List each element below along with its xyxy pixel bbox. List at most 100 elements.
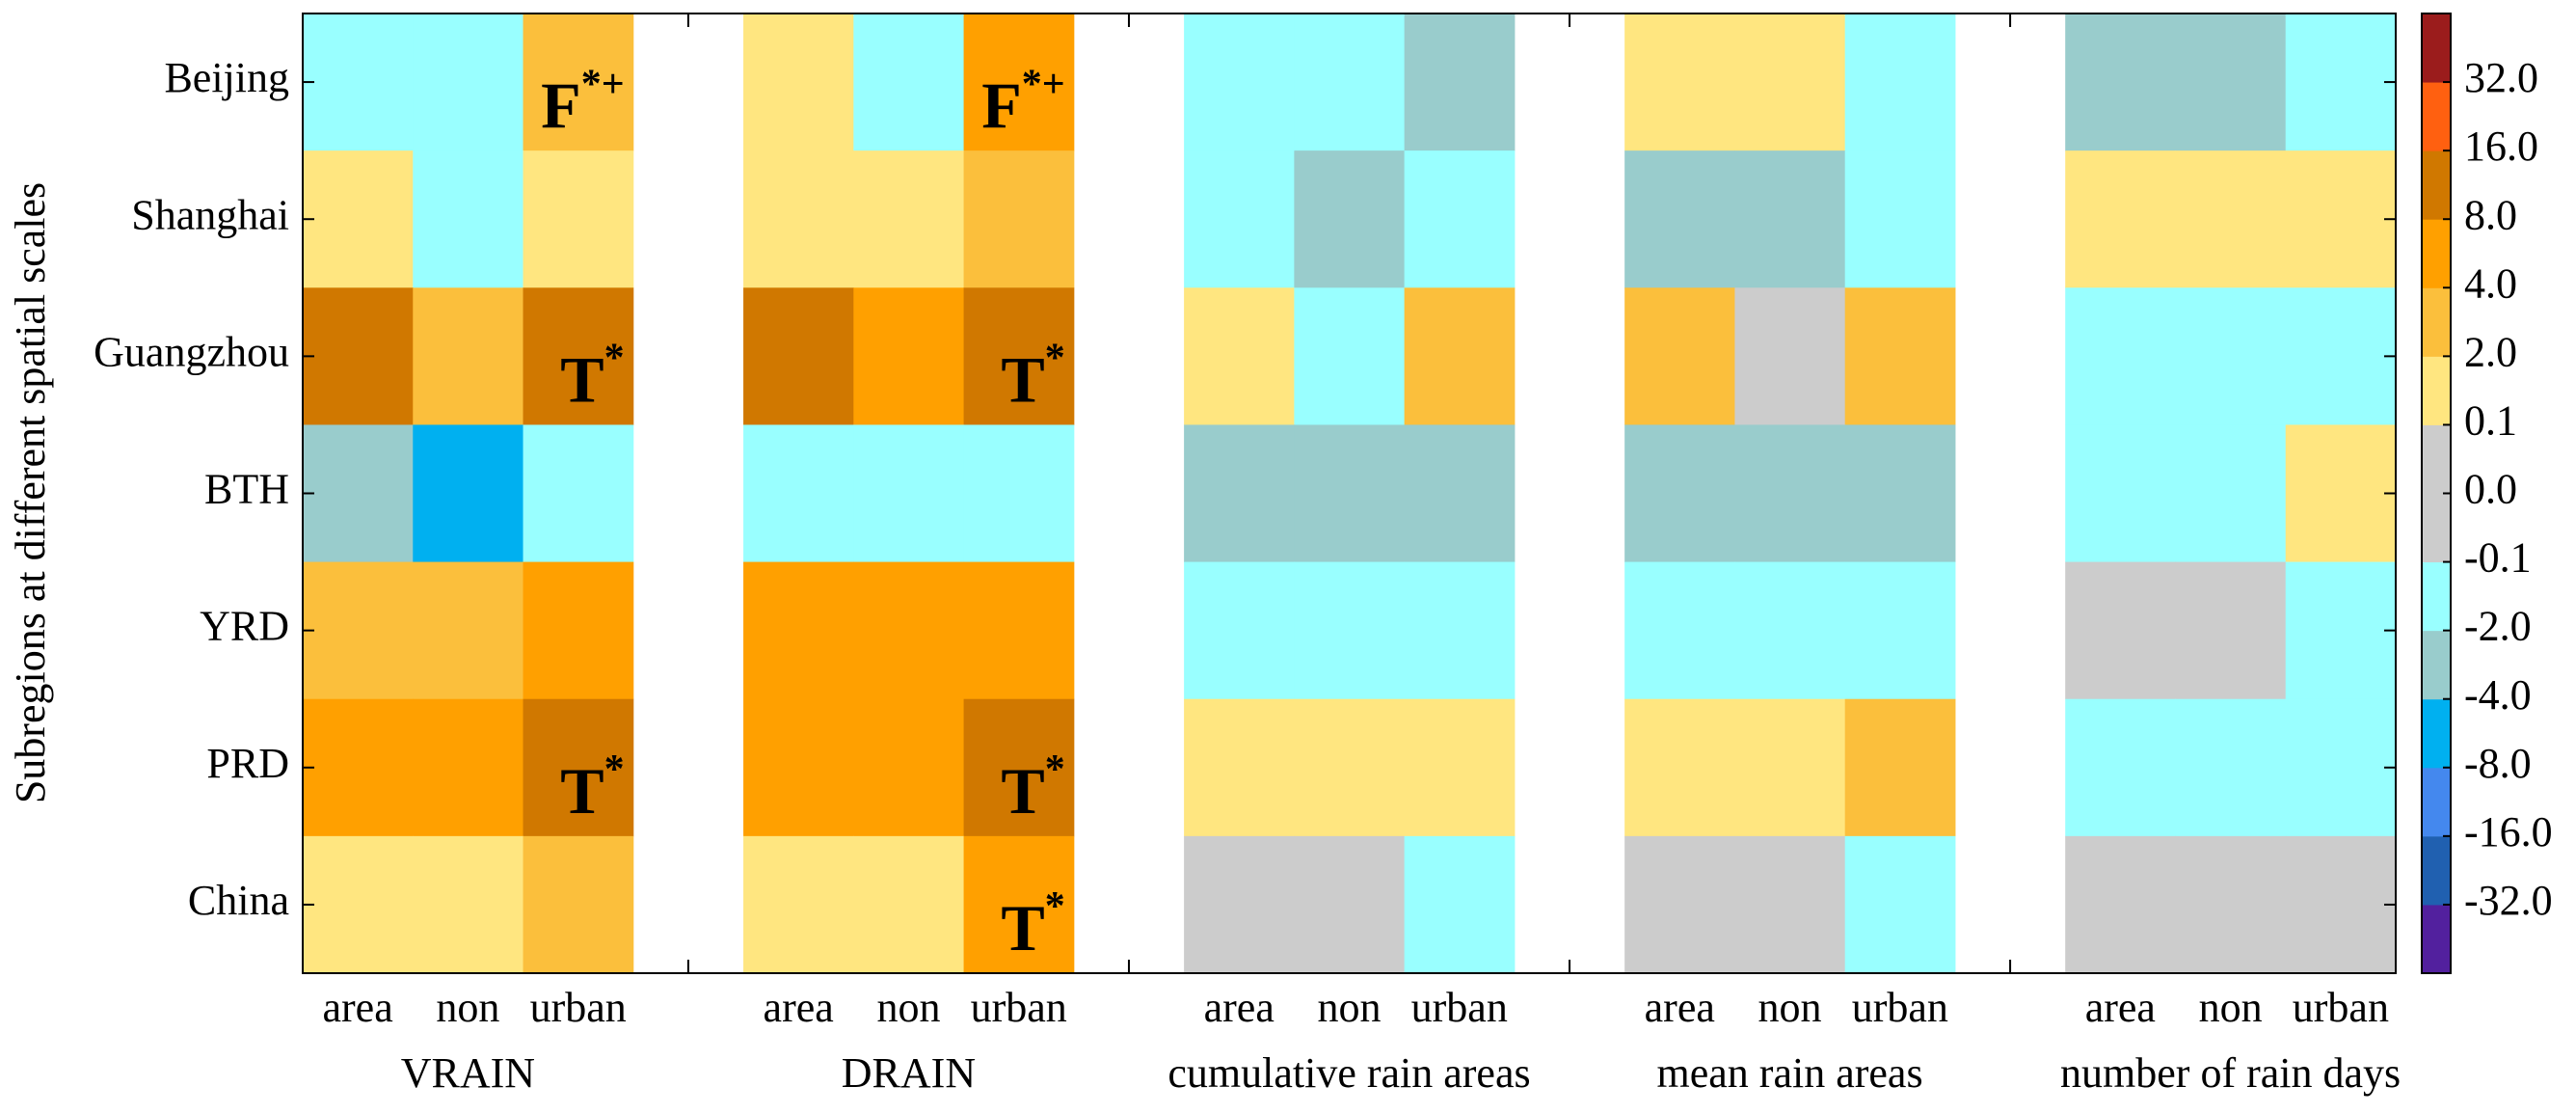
colorbar-segment [2422, 219, 2451, 288]
group-label: cumulative rain areas [1167, 1049, 1530, 1097]
heatmap-cell [1734, 287, 1846, 425]
heatmap-cell [2285, 150, 2397, 288]
heatmap-cell [743, 835, 854, 974]
annotation-sup: *+ [1022, 62, 1065, 106]
heatmap-cell [1404, 424, 1516, 563]
heatmap-cell [1184, 14, 1295, 151]
colorbar-tick-label: -16.0 [2464, 808, 2553, 856]
heatmap-cell [1734, 424, 1846, 563]
heatmap-cell [963, 14, 1075, 151]
heatmap-cell [1844, 835, 1956, 974]
annotation-sup: * [1045, 336, 1065, 380]
heatmap-cell [853, 424, 965, 563]
colorbar-segment [2422, 424, 2451, 494]
heatmap-cell [1294, 14, 1406, 151]
heatmap-cell [2175, 835, 2287, 974]
annotation: T* [1001, 747, 1064, 828]
annotation-sup: * [1045, 884, 1065, 929]
heatmap-cell [2065, 835, 2176, 974]
heatmap-cell [2285, 287, 2397, 425]
heatmap-cell [963, 561, 1075, 700]
heatmap-cell [303, 287, 414, 425]
heatmap-cell [1294, 424, 1406, 563]
colorbar-tick-label: -2.0 [2464, 603, 2532, 650]
annotation-sup: *+ [581, 62, 625, 106]
heatmap-cell [1184, 424, 1295, 563]
heatmap-cell [963, 424, 1075, 563]
heatmap-cell [1184, 287, 1295, 425]
annotation: T* [1001, 336, 1064, 416]
x-tick-label: area [764, 984, 834, 1031]
group-label: VRAIN [401, 1049, 535, 1097]
x-tick-label: urban [530, 984, 627, 1031]
heatmap-cell [303, 835, 414, 974]
colorbar-tick-label: 8.0 [2464, 191, 2517, 238]
heatmap-cell [1294, 561, 1406, 700]
heatmap-cell [1184, 150, 1295, 288]
x-tick-label: non [876, 984, 940, 1031]
heatmap-cell [743, 287, 854, 425]
colorbar-tick-label: -0.1 [2464, 534, 2532, 582]
x-tick-label: non [1758, 984, 1822, 1031]
annotation-text: F [541, 68, 581, 142]
heatmap-cell [963, 287, 1075, 425]
colorbar-segment [2422, 698, 2451, 769]
annotation-sup: * [1045, 747, 1065, 792]
annotation-text: T [560, 754, 604, 828]
heatmap-cell [1184, 561, 1295, 700]
heatmap-cell [2065, 424, 2176, 563]
heatmap-cell [2065, 561, 2176, 700]
group-label: number of rain days [2060, 1049, 2401, 1097]
heatmap-cell [1844, 14, 1956, 151]
colorbar-segment [2422, 767, 2451, 837]
colorbar-segment [2422, 14, 2451, 83]
heatmap-cell [1404, 150, 1516, 288]
heatmap-cell [1844, 424, 1956, 563]
group-label: DRAIN [842, 1049, 976, 1097]
heatmap-cell [1734, 698, 1846, 837]
heatmap-cell [1624, 14, 1735, 151]
heatmap-cell [303, 14, 414, 151]
heatmap-cell [1184, 835, 1295, 974]
heatmap-cell [853, 14, 965, 151]
colorbar-tick-label: 0.1 [2464, 397, 2517, 445]
x-tick-label: non [2199, 984, 2263, 1031]
heatmap-cell [523, 424, 634, 563]
heatmap-cell [413, 14, 524, 151]
y-tick-label: Beijing [164, 54, 289, 101]
heatmap-cell [1734, 561, 1846, 700]
heatmap-cell [1404, 14, 1516, 151]
heatmap-cell [1404, 835, 1516, 974]
annotation: T* [560, 336, 624, 416]
x-tick-label: area [2085, 984, 2156, 1031]
y-tick-label: BTH [204, 466, 289, 513]
y-tick-label: YRD [200, 603, 289, 650]
heatmap-cell [1624, 698, 1735, 837]
heatmap-cell [743, 698, 854, 837]
colorbar-segment [2422, 287, 2451, 357]
heatmap-cell [853, 287, 965, 425]
y-tick-label: Shanghai [131, 191, 289, 238]
colorbar-tick-label: 2.0 [2464, 328, 2517, 375]
heatmap-cell [413, 287, 524, 425]
heatmap-cell [413, 424, 524, 563]
x-tick-label: area [323, 984, 393, 1031]
heatmap-cell [1404, 561, 1516, 700]
heatmap-cell [1734, 150, 1846, 288]
annotation-text: T [560, 342, 604, 416]
y-tick-label: Guangzhou [94, 328, 289, 375]
heatmap-cell [2285, 698, 2397, 837]
heatmap-cell [523, 150, 634, 288]
colorbar-tick-label: 0.0 [2464, 466, 2517, 513]
colorbar-tick-label: 16.0 [2464, 122, 2538, 170]
colorbar-tick-label: 32.0 [2464, 54, 2538, 101]
y-tick-label: PRD [206, 740, 289, 787]
colorbar-tick-label: -32.0 [2464, 877, 2553, 924]
heatmap-cell [1294, 835, 1406, 974]
annotation-text: T [1001, 891, 1044, 965]
heatmap-cell [413, 835, 524, 974]
heatmap-cell [1844, 150, 1956, 288]
heatmap-cell [523, 561, 634, 700]
heatmap-cell [2175, 14, 2287, 151]
